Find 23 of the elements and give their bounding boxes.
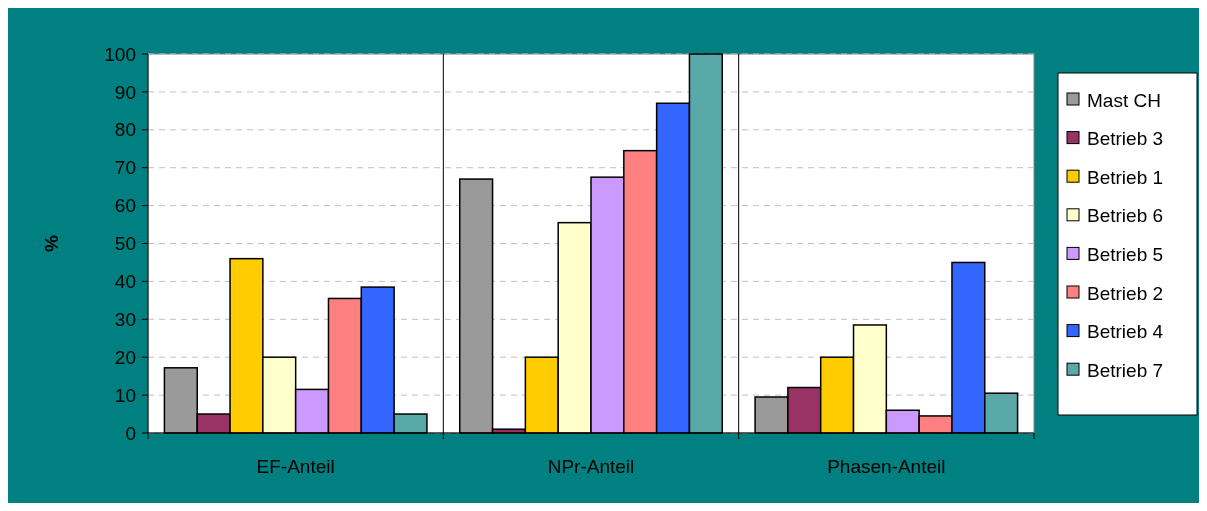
y-tick-label: 0 [125, 422, 136, 444]
y-tick-label: 30 [114, 308, 136, 330]
x-tick-label: EF-Anteil [256, 456, 335, 477]
y-tick-label: 70 [114, 157, 136, 179]
y-tick-label: 20 [114, 346, 136, 368]
y-tick-label: 60 [114, 195, 136, 217]
y-tick-label: 40 [114, 271, 136, 293]
legend-label: Mast CH [1087, 89, 1161, 111]
y-tick-label: 10 [114, 384, 136, 406]
y-tick-label: 90 [114, 81, 136, 103]
x-tick-label: NPr-Anteil [547, 456, 635, 477]
y-tick-label: 50 [114, 233, 136, 255]
legend-label: Betrieb 1 [1087, 166, 1164, 188]
y-tick-label: 100 [104, 43, 136, 65]
legend-label: Betrieb 4 [1087, 321, 1164, 343]
legend-label: Betrieb 7 [1087, 359, 1164, 381]
legend-label: Betrieb 5 [1087, 244, 1164, 266]
x-tick-label: Phasen-Anteil [827, 456, 946, 477]
legend-label: Betrieb 6 [1087, 205, 1164, 227]
legend-label: Betrieb 2 [1087, 282, 1164, 304]
legend-label: Betrieb 3 [1087, 128, 1164, 150]
y-axis-title: % [41, 234, 62, 252]
y-tick-label: 80 [114, 119, 136, 141]
